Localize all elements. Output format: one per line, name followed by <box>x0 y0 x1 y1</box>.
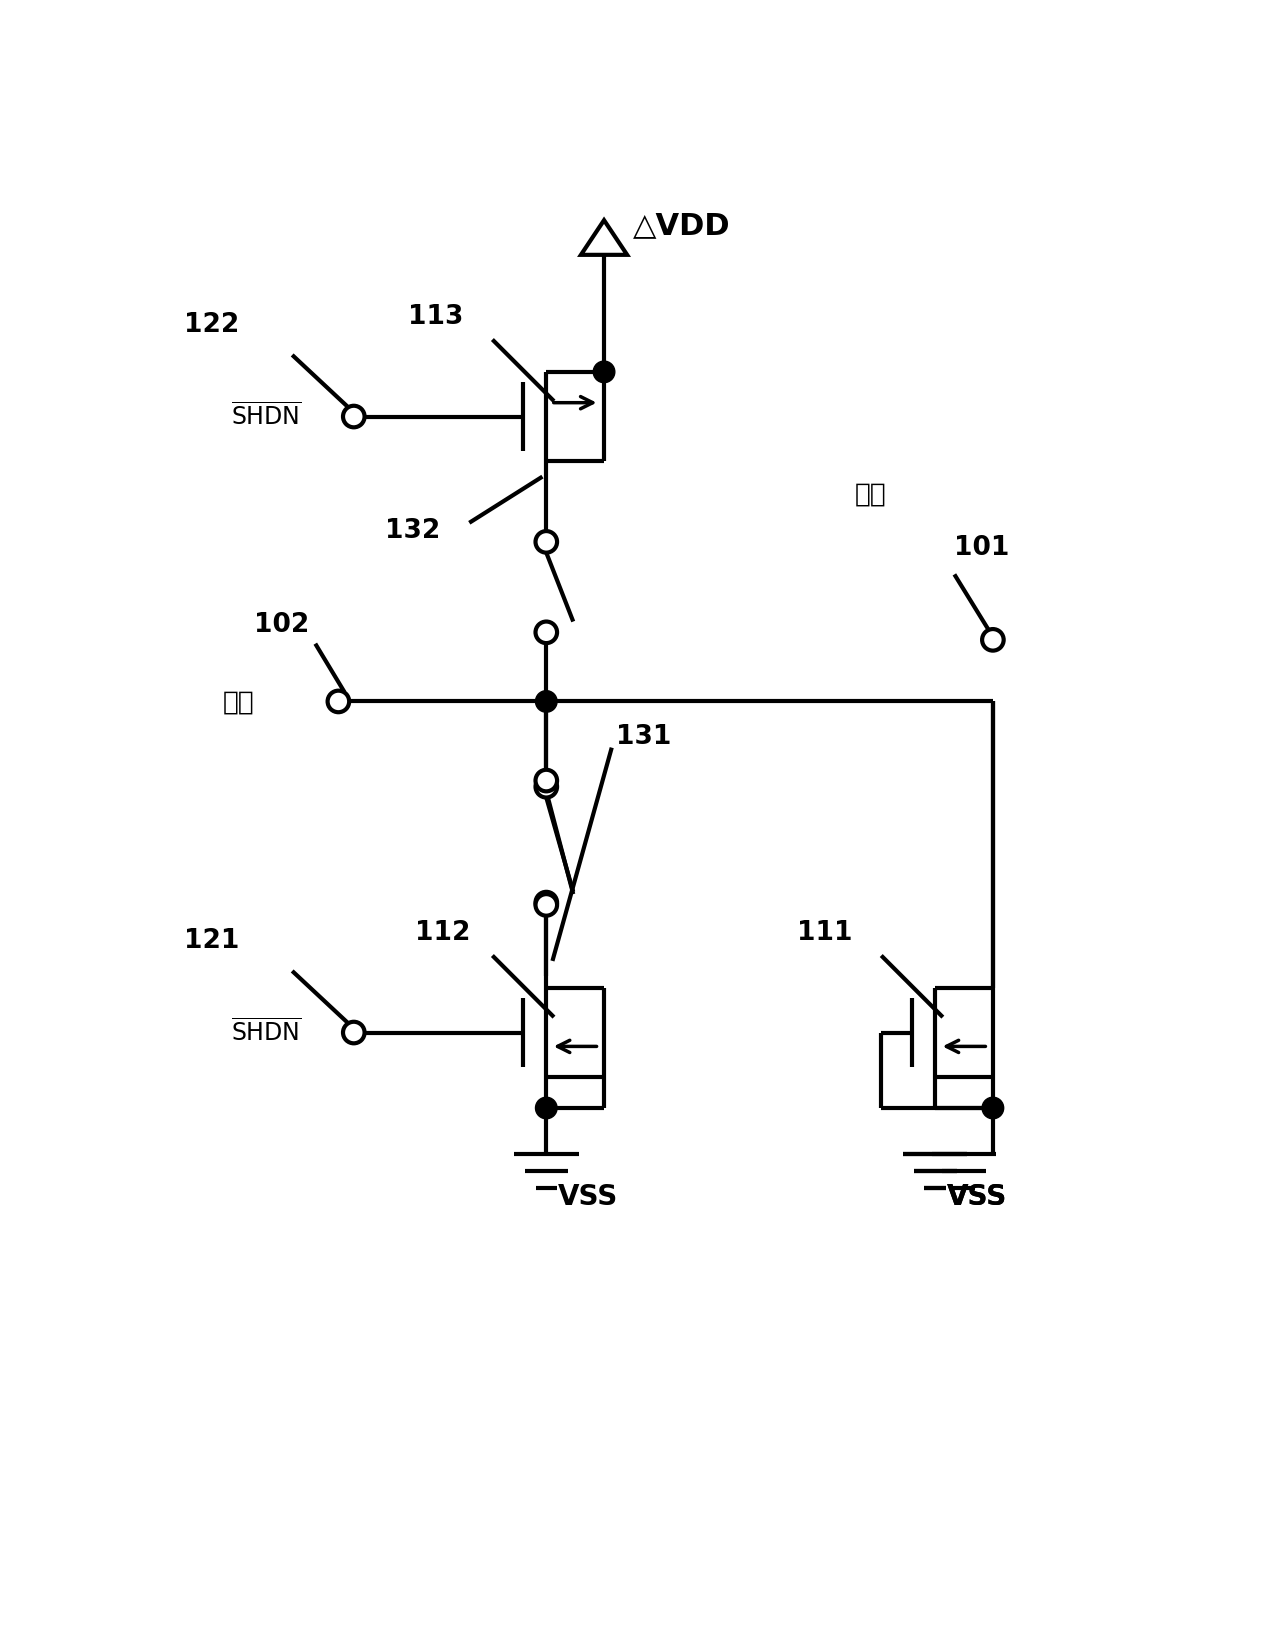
Circle shape <box>593 362 615 383</box>
Circle shape <box>328 690 349 712</box>
Text: 132: 132 <box>385 519 440 545</box>
Circle shape <box>535 1098 557 1119</box>
Circle shape <box>343 1022 364 1044</box>
Circle shape <box>535 895 557 916</box>
Circle shape <box>535 532 557 553</box>
Text: 输出: 输出 <box>854 481 885 507</box>
Text: 113: 113 <box>407 304 463 330</box>
Text: 131: 131 <box>616 723 670 749</box>
Text: 输入: 输入 <box>223 690 254 717</box>
Text: 112: 112 <box>415 919 471 946</box>
Text: 101: 101 <box>954 535 1009 561</box>
Circle shape <box>982 630 1003 651</box>
Circle shape <box>343 406 364 427</box>
Circle shape <box>535 690 557 712</box>
Text: VSS: VSS <box>558 1183 619 1211</box>
Text: VSS: VSS <box>946 1183 1007 1211</box>
Circle shape <box>535 892 557 913</box>
Circle shape <box>535 771 557 792</box>
Circle shape <box>982 1098 1003 1119</box>
Text: 122: 122 <box>185 312 239 339</box>
Text: 121: 121 <box>185 928 240 954</box>
Text: $\overline{\rm SHDN}$: $\overline{\rm SHDN}$ <box>230 1019 301 1045</box>
Text: VSS: VSS <box>946 1183 1007 1211</box>
Circle shape <box>535 622 557 643</box>
Text: △VDD: △VDD <box>634 211 731 240</box>
Text: 111: 111 <box>797 919 853 946</box>
Circle shape <box>535 775 557 797</box>
Text: $\overline{\rm SHDN}$: $\overline{\rm SHDN}$ <box>230 402 301 430</box>
Text: 102: 102 <box>254 612 309 638</box>
